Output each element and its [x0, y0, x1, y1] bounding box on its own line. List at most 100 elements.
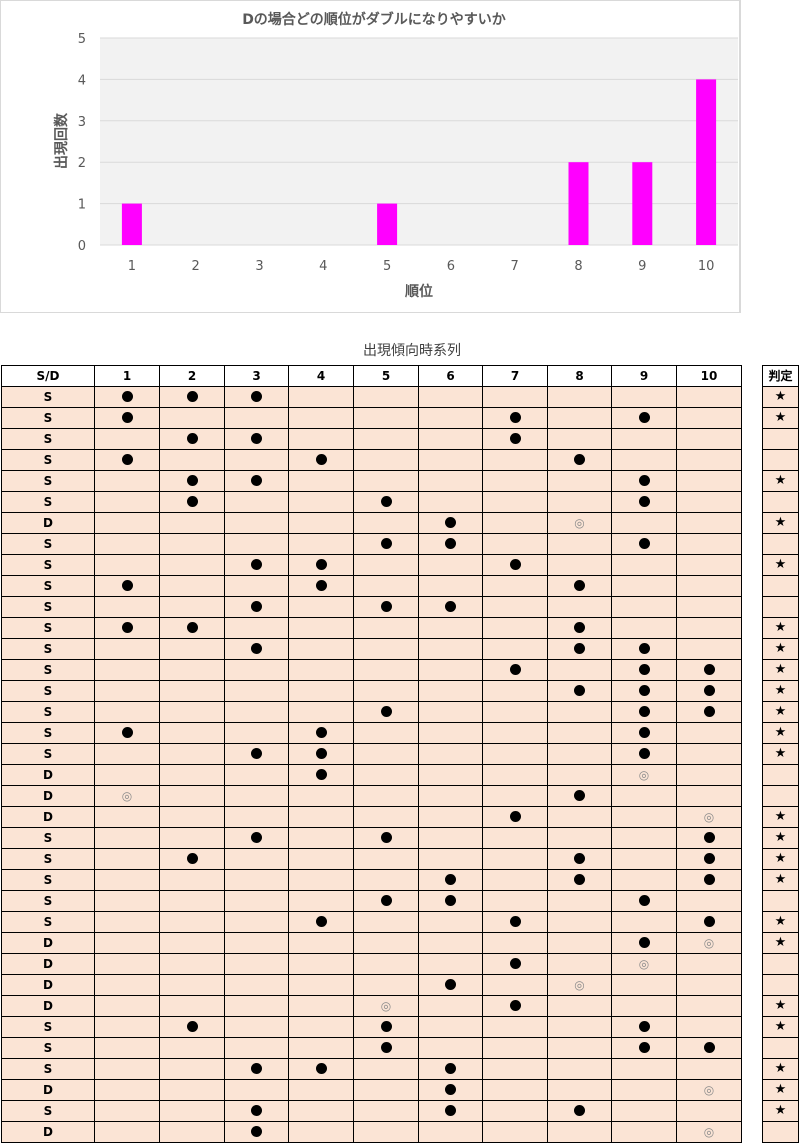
dot-mark — [251, 748, 262, 759]
cell-mark — [224, 869, 289, 891]
cell-mark — [288, 1037, 354, 1059]
cell-mark — [353, 596, 419, 618]
dot-mark — [574, 685, 585, 696]
header-sd: S/D — [1, 365, 95, 387]
cell-mark — [224, 575, 289, 597]
bar-1 — [121, 203, 142, 245]
cell-mark — [482, 449, 548, 471]
cell-mark — [94, 617, 160, 639]
cell-mark — [288, 932, 354, 954]
cell-mark — [94, 869, 160, 891]
cell-mark — [611, 449, 677, 471]
dot-mark — [186, 433, 198, 444]
dot-mark — [703, 1042, 715, 1053]
cell-mark — [353, 1079, 419, 1101]
table-row: S — [1, 554, 742, 576]
table-header-row: S/D 1 2 3 4 5 6 7 8 9 10 — [1, 365, 742, 387]
cell-mark — [482, 995, 548, 1017]
judge-row: ★ — [762, 911, 799, 933]
cell-mark — [676, 785, 742, 807]
judge-cell — [762, 596, 799, 618]
judge-row: ★ — [762, 554, 799, 576]
cell-mark — [94, 491, 160, 513]
cell-mark — [353, 911, 419, 933]
judge-body: ★ ★ ★ ★ ★ ★ ★ ★ ★ ★ ★ ★ ★ ★ ★ ★ ★ ★ ★ ★ ★ ★ ★ — [762, 386, 799, 1143]
cell-mark — [547, 827, 612, 849]
dot-mark — [638, 538, 650, 549]
cell-mark — [482, 722, 548, 744]
cell-mark — [482, 827, 548, 849]
table-row: D ◎ — [1, 995, 742, 1017]
cell-mark — [224, 743, 289, 765]
row-sd-label: D — [1, 953, 95, 975]
cell-mark: ◎ — [676, 1079, 742, 1101]
row-sd-label: D — [1, 764, 95, 786]
double-circle-mark: ◎ — [121, 788, 133, 803]
cell-mark — [482, 554, 548, 576]
dot-mark — [380, 832, 392, 843]
row-sd-label: D — [1, 785, 95, 807]
cell-mark — [418, 953, 483, 975]
cell-mark — [482, 1016, 548, 1038]
cell-mark — [288, 848, 354, 870]
cell-mark — [547, 995, 612, 1017]
row-sd-label: S — [1, 491, 95, 513]
cell-mark — [676, 1058, 742, 1080]
cell-mark — [224, 512, 289, 534]
cell-mark — [676, 386, 742, 408]
dot-mark — [638, 895, 650, 906]
judge-row — [762, 1121, 799, 1143]
judge-cell: ★ — [762, 848, 799, 870]
cell-mark: ◎ — [676, 806, 742, 828]
cell-mark — [94, 575, 160, 597]
cell-mark: ◎ — [353, 995, 419, 1017]
cell-mark — [353, 722, 419, 744]
cell-mark — [611, 491, 677, 513]
cell-mark — [94, 1100, 160, 1122]
judge-cell: ★ — [762, 386, 799, 408]
dot-mark — [315, 1063, 327, 1074]
cell-mark — [159, 470, 225, 492]
cell-mark — [482, 953, 548, 975]
cell-mark — [353, 785, 419, 807]
cell-mark — [353, 764, 419, 786]
cell-mark — [482, 512, 548, 534]
cell-mark — [353, 806, 419, 828]
cell-mark — [94, 932, 160, 954]
table-row: S — [1, 743, 742, 765]
judge-row: ★ — [762, 638, 799, 660]
cell-mark — [611, 1079, 677, 1101]
cell-mark — [482, 1058, 548, 1080]
cell-mark — [159, 869, 225, 891]
cell-mark — [159, 428, 225, 450]
cell-mark — [159, 785, 225, 807]
cell-mark — [547, 848, 612, 870]
cell-mark — [224, 785, 289, 807]
cell-mark — [288, 680, 354, 702]
judge-row — [762, 785, 799, 807]
table-row: S — [1, 701, 742, 723]
cell-mark — [353, 533, 419, 555]
cell-mark — [418, 911, 483, 933]
dot-mark — [186, 853, 198, 864]
judge-cell: ★ — [762, 1016, 799, 1038]
dot-mark — [574, 790, 585, 801]
dot-mark — [186, 622, 198, 633]
judge-cell — [762, 953, 799, 975]
cell-mark — [547, 1058, 612, 1080]
table-row: S — [1, 659, 742, 681]
cell-mark — [611, 743, 677, 765]
judge-row — [762, 533, 799, 555]
row-sd-label: S — [1, 428, 95, 450]
table-row: D ◎ — [1, 1121, 742, 1143]
cell-mark — [288, 617, 354, 639]
double-circle-mark: ◎ — [574, 515, 585, 530]
table-row: S — [1, 869, 742, 891]
cell-mark — [353, 449, 419, 471]
cell-mark — [94, 995, 160, 1017]
dot-mark — [638, 727, 650, 738]
cell-mark — [676, 953, 742, 975]
cell-mark — [482, 386, 548, 408]
cell-mark — [611, 470, 677, 492]
cell-mark — [418, 806, 483, 828]
